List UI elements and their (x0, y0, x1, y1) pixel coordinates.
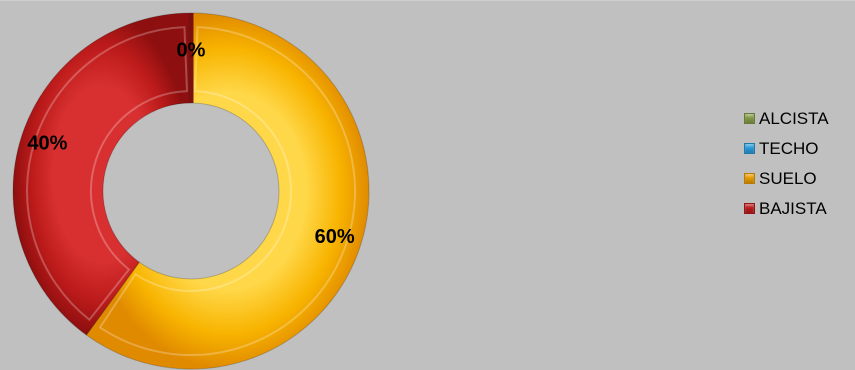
legend-swatch-bajista (744, 203, 755, 214)
data-label-suelo: 60% (315, 226, 355, 248)
legend-swatch-alcista (744, 113, 755, 124)
legend-label-bajista: BAJISTA (759, 198, 827, 218)
legend-label-suelo: SUELO (759, 168, 817, 188)
legend-item-techo: TECHO (744, 135, 829, 162)
data-label-bajista: 40% (27, 133, 67, 155)
slice-bajista (12, 12, 192, 336)
legend-swatch-techo (744, 143, 755, 154)
legend-swatch-suelo (744, 173, 755, 184)
legend-label-alcista: ALCISTA (759, 108, 829, 128)
slice-bevel-suelo (98, 26, 356, 356)
legend: ALCISTA TECHO SUELO BAJISTA (744, 105, 829, 225)
legend-label-techo: TECHO (759, 138, 819, 158)
legend-item-alcista: ALCISTA (744, 105, 829, 132)
slice-suelo (85, 12, 370, 370)
legend-item-bajista: BAJISTA (744, 195, 829, 222)
slice-bevel-bajista (26, 26, 189, 322)
legend-item-suelo: SUELO (744, 165, 829, 192)
data-label-zero: 0% (177, 39, 206, 61)
